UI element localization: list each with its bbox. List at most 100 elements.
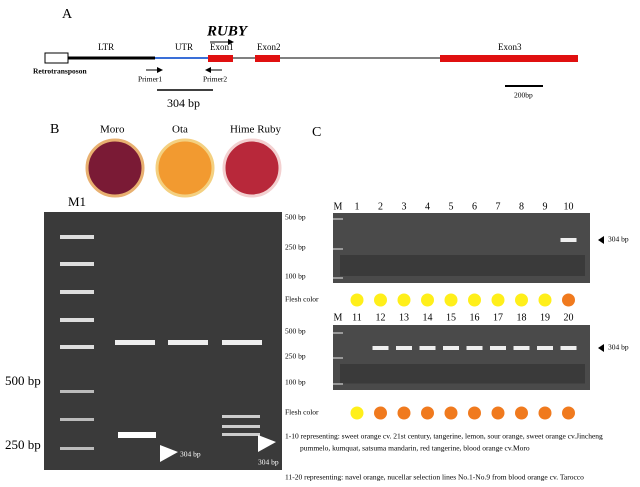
lane-label: 19 [540, 312, 550, 323]
lane-label: M [334, 312, 343, 323]
size-label: 250 bp [5, 437, 41, 452]
size-label: 100 bp [285, 272, 306, 281]
gel-b-bands [60, 235, 262, 450]
element-label: LTR [98, 42, 114, 52]
flesh-color-dot [538, 406, 552, 420]
marker-band [333, 248, 343, 250]
flesh-color-dot [468, 293, 481, 307]
size-label: 100 bp [285, 378, 306, 387]
flesh-color-dot [562, 293, 575, 307]
flesh-color-dot [538, 293, 552, 307]
marker-band [60, 447, 94, 450]
band [560, 346, 577, 350]
flesh-color-dot [515, 293, 528, 307]
retrotransposon-label: Retrotransposon [33, 67, 87, 76]
flesh-color-dot [397, 406, 411, 420]
panel-label: B [50, 122, 59, 137]
smear [340, 364, 585, 384]
flesh-color-dot [397, 293, 411, 307]
flesh-color-dot [350, 293, 364, 307]
marker-band [60, 345, 94, 349]
caption: pummelo, kumquat, satsuma mandarin, red … [300, 444, 530, 453]
panel-label: C [312, 125, 321, 140]
band [115, 340, 155, 345]
flesh-color-dot [421, 293, 434, 307]
band [419, 346, 436, 350]
band [118, 432, 156, 438]
element-label: UTR [175, 42, 193, 52]
flesh-color-dot [491, 293, 505, 307]
flesh-color-dot [491, 406, 505, 420]
band [222, 425, 260, 428]
marker-band [60, 390, 94, 393]
fruit-label: Hime Ruby [230, 124, 282, 136]
size-label: 500 bp [285, 213, 306, 222]
lane-label: 1 [355, 201, 360, 212]
flesh-color-dot [350, 406, 364, 420]
caption: 11-20 representing: navel orange, nucell… [285, 473, 584, 482]
fruit-image [85, 138, 145, 198]
marker-band [60, 262, 94, 266]
element-label: Exon2 [257, 42, 281, 52]
lane-label: M [334, 201, 343, 212]
marker-band [333, 218, 343, 220]
fruit-image [222, 138, 282, 198]
band-pointer [160, 445, 178, 462]
lane-label: 18 [517, 312, 527, 323]
lane-label: 11 [352, 312, 362, 323]
flesh-color-label: Flesh color [285, 295, 319, 304]
band [560, 238, 577, 242]
band [222, 340, 262, 345]
flesh-color-dot [444, 293, 458, 307]
marker-band [60, 235, 94, 239]
lane-label: 7 [496, 201, 501, 212]
lane-label: 15 [446, 312, 456, 323]
band-label: 304 bp [180, 450, 201, 459]
exon1 [208, 55, 233, 62]
lane-label: 5 [449, 201, 454, 212]
band [222, 415, 260, 418]
marker-band [60, 318, 94, 322]
lane-label: 14 [423, 312, 433, 323]
band-pointer [598, 236, 604, 244]
flesh-color-label: Flesh color [285, 408, 319, 417]
panel-label: A [62, 7, 73, 22]
flesh-color-dot [421, 406, 434, 420]
flesh-color-dot [374, 406, 387, 420]
element-label: Exon3 [498, 42, 522, 52]
lane-label: 17 [493, 312, 503, 323]
lane-label: 2 [378, 201, 383, 212]
band [222, 433, 260, 436]
marker-band [333, 357, 343, 359]
lane-label: 6 [472, 201, 477, 212]
size-label: 250 bp [285, 352, 306, 361]
flesh-color-dot [515, 406, 528, 420]
band-label: 304 bp [258, 458, 279, 467]
exon2 [255, 55, 280, 62]
band [396, 346, 412, 350]
fruit-label: Ota [172, 124, 188, 136]
flesh-color-dot [562, 406, 575, 420]
flesh-color-dot [444, 406, 458, 420]
amplicon-label: 304 bp [167, 96, 200, 110]
band-pointer [598, 344, 604, 352]
band [372, 346, 389, 350]
lane-label: 20 [564, 312, 574, 323]
band [168, 340, 208, 345]
marker-band [60, 418, 94, 421]
band-label: 304 bp [608, 235, 629, 244]
lane-label: 13 [399, 312, 409, 323]
flesh-color-dot [468, 406, 481, 420]
band-pointer [258, 435, 276, 452]
element-label: Exon1 [210, 42, 234, 52]
exon3 [440, 55, 578, 62]
band [466, 346, 483, 350]
fruit-image [155, 138, 215, 198]
marker-band [333, 332, 343, 334]
gene-name: RUBY [206, 23, 249, 39]
marker-label: M1 [68, 194, 86, 209]
band [537, 346, 553, 350]
flesh-color-dot [374, 293, 387, 307]
band-label: 304 bp [608, 343, 629, 352]
